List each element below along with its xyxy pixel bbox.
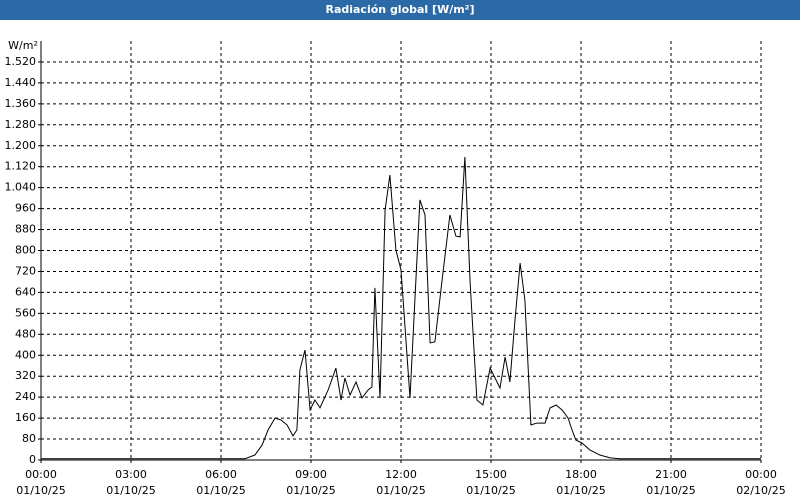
y-tick-label: 880	[15, 223, 36, 236]
x-tick-date: 01/10/25	[16, 484, 65, 497]
x-tick-date: 01/10/25	[466, 484, 515, 497]
y-tick-label: 1.440	[5, 76, 37, 89]
y-tick-label: 1.520	[5, 55, 37, 68]
y-tick-label: 1.360	[5, 97, 37, 110]
x-tick-label: 18:00	[565, 468, 597, 481]
y-tick-label: 800	[15, 244, 36, 257]
x-tick-date: 01/10/25	[286, 484, 335, 497]
x-tick-label: 21:00	[655, 468, 687, 481]
chart-title: Radiación global [W/m²]	[325, 3, 474, 16]
x-tick-date: 01/10/25	[646, 484, 695, 497]
x-tick-date: 02/10/25	[736, 484, 785, 497]
y-tick-label: 240	[15, 390, 36, 403]
y-tick-label: 1.040	[5, 181, 37, 194]
x-tick-label: 03:00	[115, 468, 147, 481]
x-tick-label: 09:00	[295, 468, 327, 481]
x-tick-date: 01/10/25	[376, 484, 425, 497]
y-tick-label: 1.280	[5, 118, 37, 131]
x-tick-label: 00:00	[745, 468, 777, 481]
y-tick-label: 560	[15, 306, 36, 319]
y-axis-label: W/m²	[8, 39, 38, 52]
x-tick-label: 00:00	[25, 468, 57, 481]
y-tick-label: 400	[15, 348, 36, 361]
y-tick-label: 0	[29, 453, 36, 466]
title-bar	[0, 0, 800, 20]
x-tick-date: 01/10/25	[106, 484, 155, 497]
x-tick-date: 01/10/25	[196, 484, 245, 497]
y-tick-label: 80	[22, 432, 36, 445]
x-tick-label: 15:00	[475, 468, 507, 481]
y-tick-label: 320	[15, 369, 36, 382]
y-tick-label: 720	[15, 264, 36, 277]
data-line	[41, 156, 761, 460]
x-tick-label: 06:00	[205, 468, 237, 481]
y-tick-label: 960	[15, 202, 36, 215]
y-tick-label: 1.200	[5, 139, 37, 152]
x-tick-label: 12:00	[385, 468, 417, 481]
x-tick-date: 01/10/25	[556, 484, 605, 497]
y-tick-label: 1.120	[5, 160, 37, 173]
y-tick-label: 480	[15, 327, 36, 340]
y-tick-label: 160	[15, 411, 36, 424]
y-tick-label: 640	[15, 285, 36, 298]
